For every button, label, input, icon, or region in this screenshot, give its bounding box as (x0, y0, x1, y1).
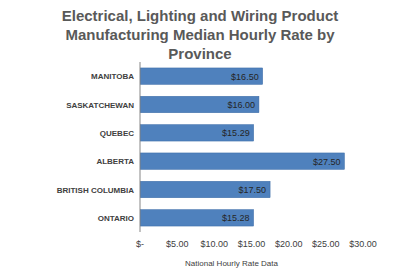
bars (140, 68, 344, 226)
axis-line (140, 62, 141, 232)
bar (140, 153, 344, 169)
bar (140, 210, 254, 226)
bar (140, 181, 270, 197)
tick-label: $30.00 (349, 239, 377, 249)
tick-label: $10.00 (201, 239, 229, 249)
chart-title: Electrical, Lighting and Wiring Product … (35, 6, 365, 63)
data-label: $15.29 (222, 128, 250, 138)
labels: $16.50 $16.00 $15.29 $27.50 $17.50 $15.28 (222, 72, 340, 224)
chart-canvas: $- $5.00 $10.00 $15.00 $20.00 $25.00 $30.00 $16… (0, 0, 400, 275)
category-label: MANITOBA (91, 72, 134, 81)
tick-label: $20.00 (275, 239, 303, 249)
bar (140, 96, 259, 112)
data-label: $27.50 (313, 157, 341, 167)
tick-label: $15.00 (238, 239, 266, 249)
data-label: $16.00 (227, 100, 255, 110)
category-label: SASKATCHEWAN (66, 101, 134, 110)
data-label: $16.50 (231, 72, 259, 82)
tick-label: $5.00 (166, 239, 189, 249)
tick-label: $- (136, 239, 144, 249)
category-label: ALBERTA (96, 157, 134, 166)
category-label: QUEBEC (100, 129, 134, 138)
bar (140, 125, 254, 141)
bar (140, 68, 263, 84)
tick-label: $25.00 (312, 239, 340, 249)
data-label: $17.50 (239, 185, 267, 195)
axis-title: National Hourly Rate Data (185, 259, 278, 268)
category-label: BRITISH COLUMBIA (57, 186, 135, 195)
data-label: $15.28 (222, 213, 250, 223)
category-label: ONTARIO (98, 214, 134, 223)
